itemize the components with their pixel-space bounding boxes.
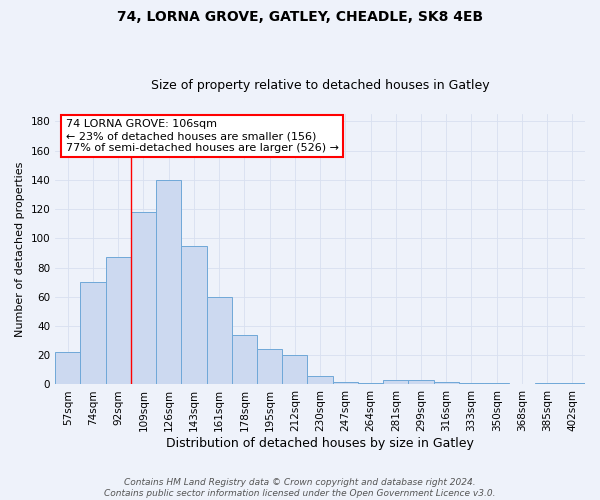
Bar [459,383,484,384]
Bar [156,180,181,384]
Bar [106,258,131,384]
Bar [55,352,80,384]
Bar [80,282,106,384]
Bar [206,296,232,384]
X-axis label: Distribution of detached houses by size in Gatley: Distribution of detached houses by size … [166,437,474,450]
Text: Contains HM Land Registry data © Crown copyright and database right 2024.
Contai: Contains HM Land Registry data © Crown c… [104,478,496,498]
Text: 74 LORNA GROVE: 106sqm
← 23% of detached houses are smaller (156)
77% of semi-de: 74 LORNA GROVE: 106sqm ← 23% of detached… [66,120,339,152]
Text: 74, LORNA GROVE, GATLEY, CHEADLE, SK8 4EB: 74, LORNA GROVE, GATLEY, CHEADLE, SK8 4E… [117,10,483,24]
Bar [358,383,383,384]
Bar [434,382,459,384]
Bar [560,383,585,384]
Bar [484,383,509,384]
Bar [282,355,307,384]
Bar [409,380,434,384]
Bar [383,380,409,384]
Bar [131,212,156,384]
Bar [257,350,282,384]
Title: Size of property relative to detached houses in Gatley: Size of property relative to detached ho… [151,79,490,92]
Bar [332,382,358,384]
Y-axis label: Number of detached properties: Number of detached properties [15,162,25,337]
Bar [307,376,332,384]
Bar [181,246,206,384]
Bar [232,335,257,384]
Bar [535,383,560,384]
